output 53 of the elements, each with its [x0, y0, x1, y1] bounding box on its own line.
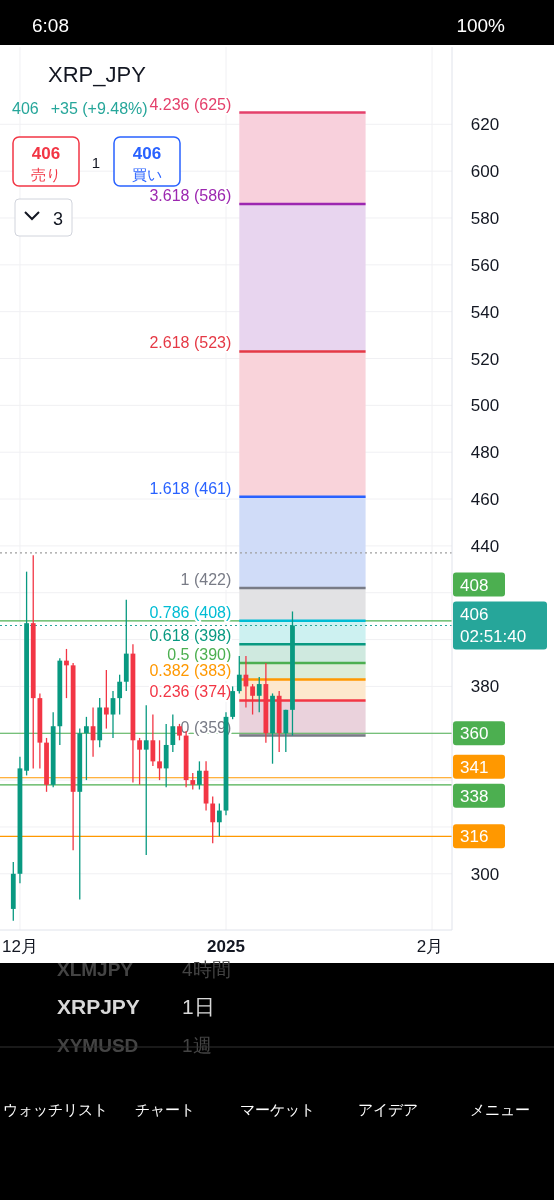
text: 4時間	[182, 959, 231, 980]
ytick: 380	[470, 677, 500, 697]
series-label: 0.618 (398)	[149, 627, 232, 645]
series-label: 2.618 (523)	[149, 334, 232, 352]
text: 買い	[132, 166, 162, 183]
series-label: 3.618 (586)	[149, 186, 232, 204]
subtitle: 406 +35 (+9.48%)	[12, 100, 148, 117]
text: 406	[31, 144, 61, 163]
status: 100%	[456, 15, 505, 36]
xtick: 2月	[416, 937, 444, 956]
ytick: 300	[470, 864, 500, 884]
text: 3	[53, 209, 63, 229]
text: XYMUSD	[57, 1035, 139, 1056]
ytick: 620	[470, 115, 500, 135]
ytick: 440	[470, 536, 500, 556]
status: 6:08	[32, 15, 69, 36]
nav: アイデア	[358, 1101, 418, 1118]
ytick: 520	[470, 349, 500, 369]
series-label: 0.5 (390)	[167, 646, 232, 663]
ytick: 460	[470, 490, 500, 510]
ytick: 540	[470, 302, 500, 322]
series-label: 0.236 (374)	[149, 683, 232, 701]
text: 406	[132, 144, 162, 163]
ytick: 600	[470, 162, 500, 182]
text: 316	[460, 827, 489, 847]
text: 406	[460, 604, 489, 624]
text: XRPJPY	[57, 995, 140, 1018]
ytick: 560	[470, 255, 500, 275]
series-label: 0.382 (383)	[149, 662, 232, 680]
text: 341	[460, 757, 489, 777]
ytick: 500	[470, 396, 500, 416]
series-label: 0.786 (408)	[149, 603, 232, 621]
title: XRP_JPY	[48, 62, 146, 87]
nav: メニュー	[470, 1101, 530, 1118]
text: 408	[460, 575, 489, 595]
xtick: 2025	[207, 937, 245, 956]
ytick: 480	[470, 443, 500, 463]
text: 1	[91, 154, 101, 171]
series-label: 1 (422)	[180, 571, 232, 589]
text: 02:51:40	[460, 626, 527, 646]
nav: チャート	[135, 1101, 195, 1118]
nav: ウォッチリスト	[2, 1101, 108, 1118]
text: 1日	[182, 995, 215, 1018]
xtick: 12月	[2, 937, 38, 956]
text: 1週	[182, 1035, 212, 1056]
text: XLMJPY	[57, 959, 134, 980]
series-label: 1.618 (461)	[149, 479, 232, 497]
text: 360	[460, 724, 489, 744]
nav: マーケット	[239, 1101, 315, 1118]
text: 売り	[31, 166, 61, 183]
series-label: 4.236 (625)	[149, 95, 232, 113]
text: 338	[460, 786, 489, 806]
ytick: 580	[470, 209, 500, 228]
